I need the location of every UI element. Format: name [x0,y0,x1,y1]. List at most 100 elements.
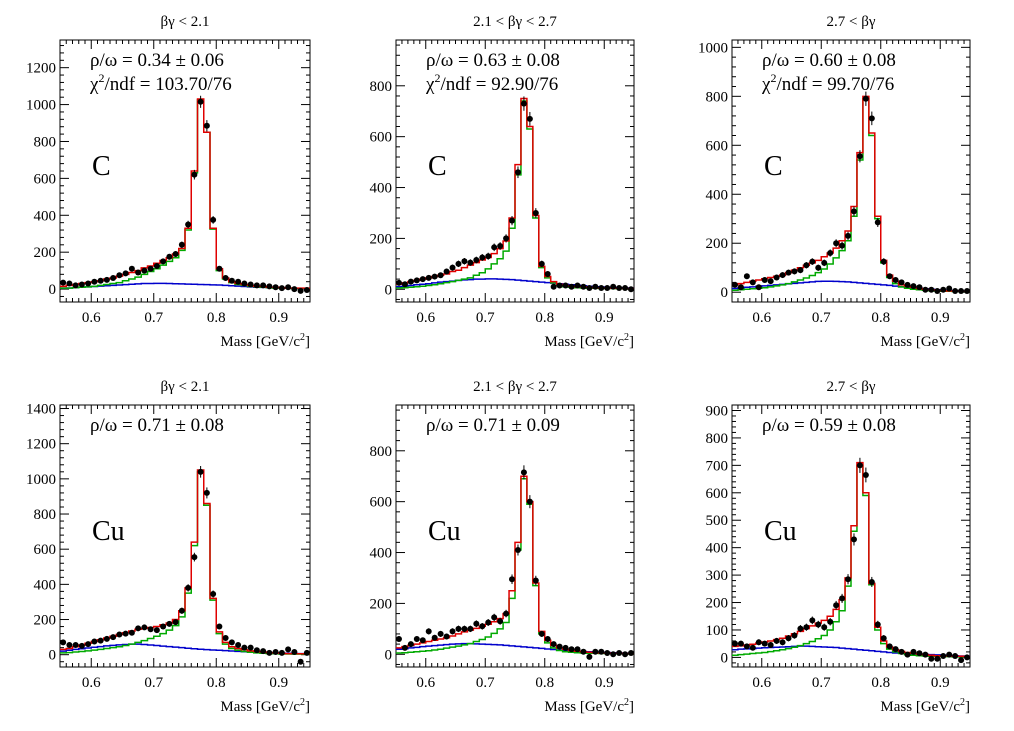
data-point [278,649,285,656]
data-point [532,577,539,584]
x-tick-label: 0.9 [595,310,614,326]
data-point [520,100,527,107]
data-point [815,621,822,628]
data-point [153,627,160,634]
data-point [827,250,834,257]
data-point [958,287,965,294]
y-tick-label: 1000 [698,40,728,56]
x-tick-label: 0.6 [82,675,101,691]
data-point [197,98,204,105]
data-point [797,625,804,632]
data-point [815,264,822,271]
data-point [166,253,173,260]
data-point [922,286,929,293]
y-tick-label: 600 [706,486,729,502]
y-tick-label: 200 [370,231,393,247]
data-point [610,651,617,658]
data-point [97,277,104,284]
data-point [455,260,462,267]
x-tick-label: 0.7 [144,675,163,691]
data-point [241,644,248,651]
data-point [940,286,947,293]
data-point [586,653,593,660]
data-point [449,628,456,635]
data-point [755,639,762,646]
data-point [473,620,480,627]
data-point [946,285,953,292]
x-tick-label: 0.9 [269,310,288,326]
data-point [839,595,846,602]
panel-cu-mid: 0.6 0.7 0.8 0.9 0 200 400 600 800 2.1 < βγ < 2.7 ρ… [370,379,635,715]
data-point [604,650,611,657]
x-tick-label: 0.6 [752,675,771,691]
data-point [228,277,235,284]
ratio-label: ρ/ω = 0.60 ± 0.08 [762,50,896,71]
data-point [520,469,527,476]
data-point [749,644,756,651]
data-point [491,244,498,251]
x-tick-label: 0.9 [931,310,950,326]
data-point [616,285,623,292]
data-point [904,281,911,288]
data-point [773,637,780,644]
data-point [247,644,254,651]
data-point [97,637,104,644]
data-points [731,91,971,294]
data-point [116,272,123,279]
y-tick-label: 300 [706,568,729,584]
material-label: C [92,151,111,182]
data-point [297,287,304,294]
data-point [964,654,971,661]
data-point [779,639,786,646]
data-point [116,631,123,638]
y-tick-label: 200 [34,245,57,261]
data-point [128,629,135,636]
data-point [203,489,210,496]
data-point [767,642,774,649]
data-point [934,287,941,294]
panel-title: 2.1 < βγ < 2.7 [473,379,557,395]
x-tick-label: 0.8 [207,675,226,691]
data-point [833,240,840,247]
data-point [103,276,110,283]
data-point [934,655,941,662]
panel-title: 2.7 < βγ [827,379,876,395]
data-point [66,280,73,287]
data-point [401,281,408,288]
x-tick-label: 0.8 [535,310,554,326]
data-point [197,468,204,475]
x-axis-label: Mass [GeV/c2] [544,332,634,350]
data-point [66,642,73,649]
data-point [285,646,292,653]
x-axis-label: Mass [GeV/c2] [220,332,310,350]
data-point [509,217,516,224]
data-point [413,636,420,643]
data-point [191,171,198,178]
data-point [526,115,533,122]
data-point [260,282,267,289]
data-point [874,621,881,628]
data-point [922,651,929,658]
y-tick-label: 200 [706,236,729,252]
data-point [407,641,414,648]
data-points [731,457,971,664]
y-tick-label: 600 [34,542,57,558]
y-tick-label: 0 [49,282,57,298]
fit-total-red [60,469,310,655]
fit-omega-green [60,99,310,290]
data-point [868,115,875,122]
material-label: Cu [428,516,461,547]
y-tick-label: 600 [706,138,729,154]
data-point [110,634,117,641]
data-point [497,243,504,250]
data-point [550,283,557,290]
x-tick-label: 0.9 [931,675,950,691]
data-point [228,639,235,646]
data-point [526,498,533,505]
data-points [60,95,310,294]
data-point [185,584,192,591]
data-point [532,209,539,216]
data-point [797,267,804,274]
y-tick-label: 1400 [26,402,56,418]
data-point [272,284,279,291]
